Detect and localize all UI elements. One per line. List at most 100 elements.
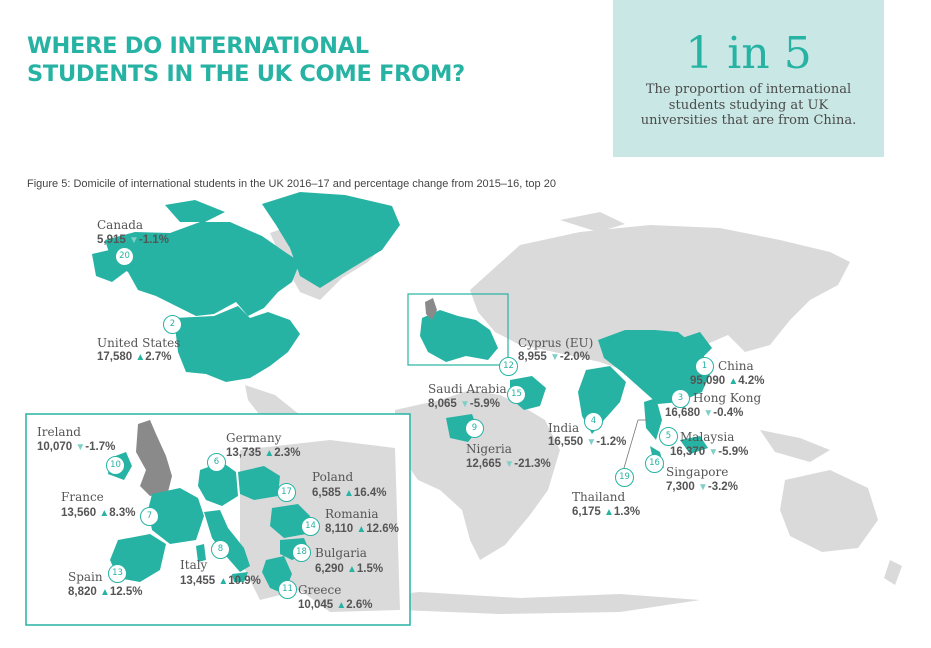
triangle-up-icon: ▲ <box>336 600 347 611</box>
percentage-change: -5.9% <box>718 446 749 458</box>
rank-badge-17: 17 <box>277 483 296 502</box>
rank-badge-4: 4 <box>584 412 603 431</box>
triangle-down-icon: ▼ <box>708 447 719 458</box>
student-count: 5,915 <box>97 234 129 246</box>
country-name-hong-kong: Hong Kong <box>693 391 762 405</box>
country-value-canada: 5,915 ▼-1.1% <box>97 233 169 248</box>
country-shape-uk <box>136 420 172 496</box>
student-count: 12,665 <box>466 458 505 470</box>
rank-badge-5: 5 <box>659 427 678 446</box>
country-name-france: France <box>61 490 104 504</box>
country-name-canada: Canada <box>97 218 144 232</box>
stat-description: The proportion of international students… <box>640 82 857 128</box>
percentage-change: -0.4% <box>713 407 744 419</box>
student-count: 95,090 <box>690 375 729 387</box>
percentage-change: 2.3% <box>274 447 301 459</box>
europe-highlight-frame <box>407 293 509 366</box>
country-name-cyprus-eu: Cyprus (EU) <box>518 336 594 350</box>
country-value-saudi-arabia: 8,065 ▼-5.9% <box>428 397 500 412</box>
rank-badge-15: 15 <box>507 385 526 404</box>
highlighted-countries <box>92 192 712 468</box>
rank-badge-9: 9 <box>465 419 484 438</box>
triangle-down-icon: ▼ <box>128 235 139 246</box>
country-name-malaysia: Malaysia <box>680 430 735 444</box>
rank-badge-19: 19 <box>615 468 634 487</box>
country-shape-china <box>598 330 712 404</box>
rank-badge-3: 3 <box>671 389 690 408</box>
country-shape-malaysia-borneo <box>680 436 708 454</box>
country-name-greece: Greece <box>298 583 342 597</box>
stat-callout-box: 1 in 5 The proportion of international s… <box>613 0 884 157</box>
triangle-up-icon: ▲ <box>728 376 739 387</box>
country-shape-thailand <box>644 398 662 440</box>
percentage-change: -1.1% <box>138 234 169 246</box>
percentage-change: 10.9% <box>228 575 261 587</box>
country-value-hong-kong: 16,680 ▼-0.4% <box>665 406 743 421</box>
country-name-singapore: Singapore <box>666 465 729 479</box>
country-shape-italy <box>204 510 250 572</box>
triangle-up-icon: ▲ <box>218 576 229 587</box>
triangle-up-icon: ▲ <box>346 564 357 575</box>
student-count: 8,820 <box>68 586 100 598</box>
thailand-leader-line <box>623 419 639 469</box>
rank-badge-20: 20 <box>115 247 134 266</box>
student-count: 16,370 <box>670 446 709 458</box>
student-count: 8,955 <box>518 351 550 363</box>
rank-badge-2: 2 <box>163 315 182 334</box>
student-count: 10,045 <box>298 599 337 611</box>
rank-badge-8: 8 <box>211 540 230 559</box>
triangle-up-icon: ▲ <box>603 507 614 518</box>
percentage-change: 12.5% <box>109 586 143 598</box>
rank-badge-6: 6 <box>207 453 226 472</box>
percentage-change: 4.2% <box>738 375 765 387</box>
rank-badge-16: 16 <box>645 454 664 473</box>
triangle-down-icon: ▼ <box>549 352 560 363</box>
rank-badge-10: 10 <box>106 456 125 475</box>
country-shape-france <box>148 488 204 544</box>
rank-badge-14: 14 <box>301 517 320 536</box>
country-shape-china-northeast <box>676 332 712 360</box>
student-count: 6,290 <box>315 563 347 575</box>
triangle-up-icon: ▲ <box>356 524 367 535</box>
student-count: 13,560 <box>61 507 100 519</box>
country-name-ireland: Ireland <box>37 425 81 439</box>
percentage-change: 8.3% <box>109 507 136 519</box>
country-name-united-states: United States <box>97 336 181 350</box>
student-count: 7,300 <box>666 481 698 493</box>
country-shape-uk-small <box>425 298 437 320</box>
triangle-up-icon: ▲ <box>135 352 146 363</box>
student-count: 6,585 <box>312 487 344 499</box>
triangle-up-icon: ▲ <box>264 448 275 459</box>
percentage-change: -21.3% <box>514 458 551 470</box>
rank-badge-12: 12 <box>499 357 518 376</box>
student-count: 17,580 <box>97 351 136 363</box>
country-name-poland: Poland <box>312 470 354 484</box>
percentage-change: -1.7% <box>85 441 116 453</box>
triangle-up-icon: ▲ <box>99 587 110 598</box>
country-value-cyprus-eu: 8,955 ▼-2.0% <box>518 350 590 365</box>
country-name-saudi-arabia: Saudi Arabia <box>428 382 507 396</box>
country-value-spain: 8,820 ▲12.5% <box>68 585 143 600</box>
country-shape-greenland <box>262 192 400 288</box>
country-name-thailand: Thailand <box>572 490 626 504</box>
country-value-poland: 6,585 ▲16.4% <box>312 486 387 501</box>
triangle-up-icon: ▲ <box>343 488 354 499</box>
country-shape-germany <box>198 462 238 506</box>
triangle-down-icon: ▼ <box>504 459 515 470</box>
rank-badge-11: 11 <box>278 580 297 599</box>
country-name-china: China <box>718 359 754 373</box>
country-shape-canada-arctic <box>165 200 225 222</box>
country-shape-romania <box>270 504 310 538</box>
country-value-united-states: 17,580 ▲2.7% <box>97 350 172 365</box>
triangle-down-icon: ▼ <box>75 442 86 453</box>
country-shape-europe-small <box>420 310 498 362</box>
page-title: WHERE DO INTERNATIONAL STUDENTS IN THE U… <box>27 33 465 87</box>
country-name-germany: Germany <box>226 431 282 445</box>
country-name-india: India <box>548 421 580 435</box>
country-shape-canada <box>105 222 300 316</box>
stat-headline: 1 in 5 <box>685 28 812 79</box>
student-count: 13,735 <box>226 447 265 459</box>
country-shape-united-states <box>174 306 300 382</box>
rank-badge-13: 13 <box>108 564 127 583</box>
percentage-change: -1.2% <box>596 436 627 448</box>
